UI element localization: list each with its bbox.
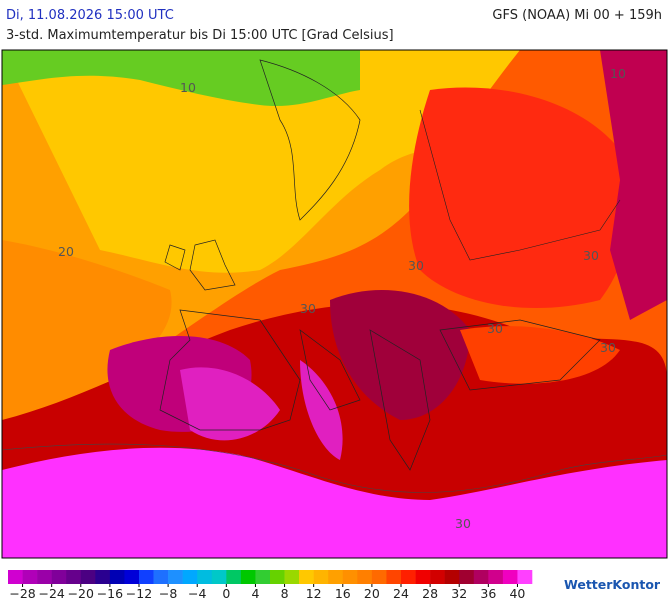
tick-label: 20 <box>364 586 380 600</box>
contour-label: 30 <box>408 258 424 273</box>
color-swatch <box>284 570 300 584</box>
color-swatch <box>211 570 227 584</box>
color-swatch <box>299 570 314 584</box>
color-swatch <box>473 570 489 584</box>
tick-label: 28 <box>422 586 438 600</box>
contour-label: 20 <box>58 244 74 259</box>
tick-label: 32 <box>451 586 467 600</box>
color-swatch <box>255 570 271 584</box>
color-swatch <box>371 570 387 584</box>
color-swatch <box>37 570 52 584</box>
datetime: Di, 11.08.2026 15:00 UTC <box>6 8 174 23</box>
subtitle: 3-std. Maximumtemperatur bis Di 15:00 UT… <box>6 28 394 43</box>
tick-label: −12 <box>126 586 152 600</box>
color-swatch <box>386 570 402 584</box>
color-swatch <box>22 570 38 584</box>
color-swatch <box>8 570 23 584</box>
color-swatch <box>139 570 154 584</box>
tick-label: 24 <box>393 586 409 600</box>
color-swatch <box>153 570 169 584</box>
contour-label: 10 <box>610 66 626 81</box>
contour-label: 30 <box>487 321 503 336</box>
color-swatch <box>226 570 242 584</box>
color-swatch <box>95 570 111 584</box>
color-swatch <box>80 570 96 584</box>
contour-label: 30 <box>455 516 471 531</box>
color-swatch <box>240 570 256 584</box>
tick-label: −8 <box>159 586 177 600</box>
model-info: GFS (NOAA) Mi 00 + 159h <box>492 8 662 23</box>
tick-label: 36 <box>480 586 496 600</box>
contour-label: 30 <box>600 340 616 355</box>
contour-label: 10 <box>180 80 196 95</box>
tick-label: 12 <box>306 586 322 600</box>
color-swatch <box>415 570 431 584</box>
color-swatch <box>313 570 329 584</box>
tick-label: −24 <box>38 586 64 600</box>
tick-label: −16 <box>97 586 123 600</box>
color-swatch <box>182 570 198 584</box>
tick-label: 8 <box>281 586 289 600</box>
color-swatch <box>109 570 125 584</box>
color-swatch <box>517 570 533 584</box>
logo: WetterKontor <box>564 577 661 592</box>
color-swatch <box>459 570 475 584</box>
color-swatch <box>51 570 67 584</box>
color-swatch <box>270 570 285 584</box>
tick-label: −28 <box>9 586 35 600</box>
colorbar: −28 −24 −20 −16 −12 −8 −4 0 4 8 12 16 20 24 28 32 36 40 <box>8 570 533 601</box>
color-swatch <box>66 570 82 584</box>
contour-label: 30 <box>300 301 316 316</box>
tick-label: 0 <box>222 586 230 600</box>
color-swatch <box>430 570 445 584</box>
map: 10 10 20 30 30 30 30 30 30 <box>1 49 668 559</box>
color-swatch <box>401 570 416 584</box>
color-swatch <box>357 570 373 584</box>
color-swatch <box>488 570 504 584</box>
tick-label: 4 <box>251 586 259 600</box>
contour-label: 30 <box>583 248 599 263</box>
tick-label: 40 <box>509 586 525 600</box>
tick-label: 16 <box>335 586 351 600</box>
color-swatch <box>502 570 518 584</box>
color-swatch <box>124 570 140 584</box>
color-swatch <box>444 570 460 584</box>
color-swatch <box>328 570 344 584</box>
tick-label: −20 <box>68 586 94 600</box>
color-swatch <box>342 570 358 584</box>
color-swatch <box>197 570 213 584</box>
color-swatch <box>168 570 183 584</box>
tick-label: −4 <box>188 586 206 600</box>
